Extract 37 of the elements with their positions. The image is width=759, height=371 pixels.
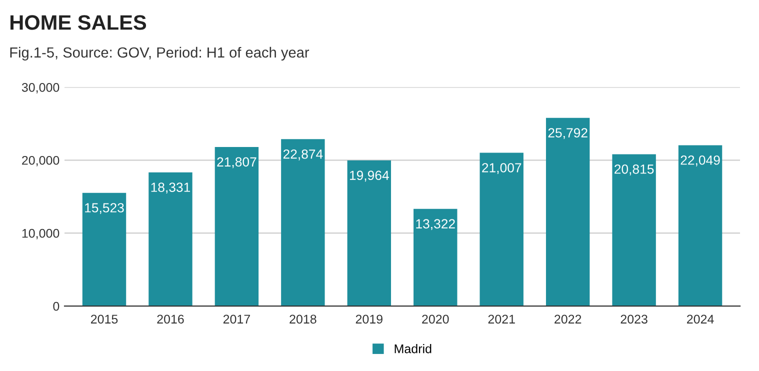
data-label: 21,007: [482, 163, 522, 174]
data-label: 20,815: [614, 164, 654, 176]
y-tick-label: 10,000: [22, 228, 60, 240]
bar: [281, 139, 325, 306]
bar: [546, 118, 590, 306]
x-tick-label: 2021: [488, 314, 515, 324]
bar: [480, 152, 524, 306]
bar: [612, 154, 656, 306]
bar: [82, 192, 126, 306]
chart-subtitle: Fig.1-5, Source: GOV, Period: H1 of each year: [10, 46, 310, 61]
x-tick-label: 2019: [356, 314, 382, 324]
bar: [148, 172, 192, 306]
data-label: 22,049: [680, 155, 720, 166]
x-tick-label: 2018: [290, 314, 316, 324]
y-tick-label: 20,000: [22, 156, 60, 166]
bar: [678, 145, 722, 306]
data-label: 18,331: [151, 182, 190, 194]
legend-label: Madrid: [394, 344, 432, 354]
bar: [214, 146, 259, 306]
chart-title: HOME SALES: [10, 15, 146, 30]
data-label: 21,807: [217, 157, 256, 168]
bar: [347, 160, 392, 306]
x-tick-label: 2015: [90, 314, 118, 324]
data-label: 19,964: [350, 170, 389, 182]
y-tick-label: 0: [53, 302, 60, 311]
x-tick-label: 2017: [223, 314, 250, 324]
data-label: 13,322: [416, 219, 455, 230]
x-tick-label: 2016: [157, 314, 184, 324]
x-tick-label: 2023: [620, 314, 648, 324]
y-tick-label: 30,000: [22, 82, 60, 94]
data-label: 15,523: [85, 203, 124, 214]
data-label: 25,792: [548, 128, 588, 140]
x-tick-label: 2024: [687, 314, 714, 324]
x-tick-label: 2020: [422, 314, 449, 324]
x-tick-label: 2022: [554, 314, 582, 324]
data-label: 22,874: [283, 149, 323, 160]
bar: [414, 208, 458, 306]
